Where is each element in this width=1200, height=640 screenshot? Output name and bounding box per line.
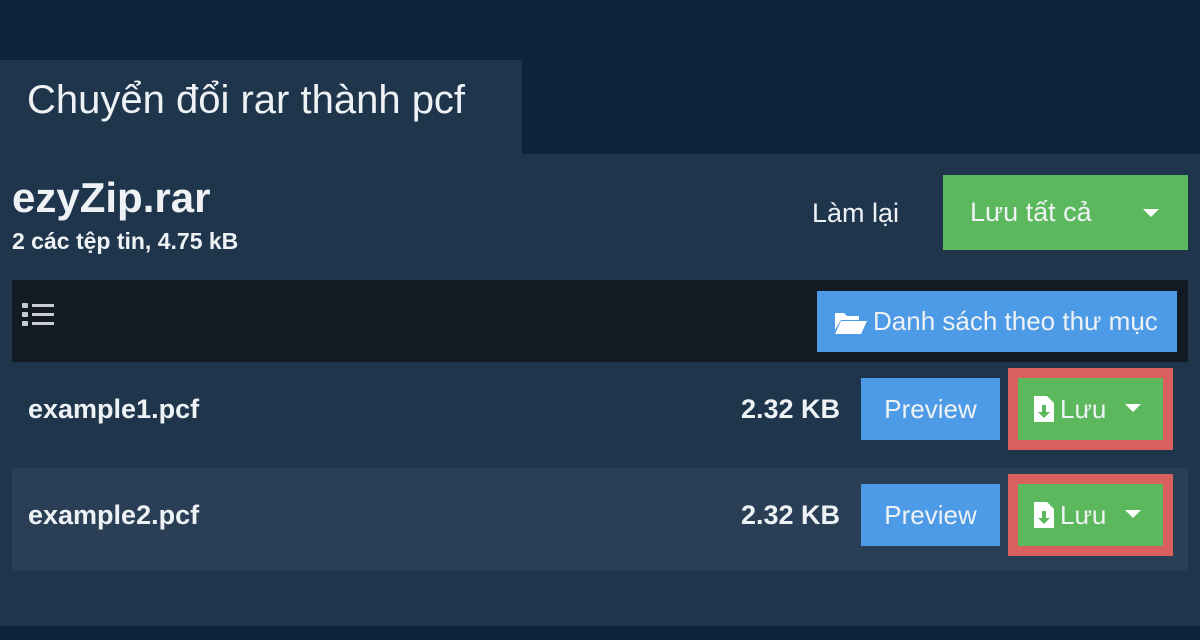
file-name: example1.pcf bbox=[28, 394, 200, 424]
page-title: Chuyển đổi rar thành pcf bbox=[27, 78, 466, 122]
file-toolbar: Danh sách theo thư mục bbox=[12, 280, 1188, 362]
file-row: example2.pcf 2.32 KB Preview Lưu bbox=[12, 468, 1188, 571]
file-size: 2.32 KB bbox=[740, 394, 840, 424]
save-all-button[interactable]: Lưu tất cả bbox=[943, 175, 1188, 250]
file-name: example2.pcf bbox=[28, 500, 200, 530]
chevron-down-icon[interactable] bbox=[1125, 404, 1141, 412]
chevron-down-icon[interactable] bbox=[1125, 510, 1141, 518]
archive-panel: ezyZip.rar 2 các tệp tin, 4.75 kB Làm lạ… bbox=[0, 154, 1200, 626]
file-row: example1.pcf 2.32 KB Preview Lưu bbox=[12, 362, 1188, 465]
archive-name: ezyZip.rar bbox=[12, 174, 211, 221]
page-footer-strip bbox=[0, 626, 1200, 640]
preview-button[interactable]: Preview bbox=[861, 378, 1000, 440]
save-highlight: Lưu bbox=[1008, 474, 1173, 556]
folder-view-button[interactable]: Danh sách theo thư mục bbox=[817, 291, 1177, 352]
save-label: Lưu bbox=[1060, 393, 1107, 424]
save-button[interactable]: Lưu bbox=[1018, 484, 1163, 546]
archive-info: 2 các tệp tin, 4.75 kB bbox=[12, 228, 239, 254]
save-highlight: Lưu bbox=[1008, 368, 1173, 450]
file-download-icon bbox=[1034, 396, 1054, 422]
folder-open-icon bbox=[835, 312, 867, 334]
folder-view-label: Danh sách theo thư mục bbox=[873, 306, 1158, 336]
preview-button[interactable]: Preview bbox=[861, 484, 1000, 546]
file-size: 2.32 KB bbox=[740, 500, 840, 530]
redo-button[interactable]: Làm lại bbox=[812, 198, 900, 228]
file-download-icon bbox=[1034, 502, 1054, 528]
save-label: Lưu bbox=[1060, 499, 1107, 530]
save-button[interactable]: Lưu bbox=[1018, 378, 1163, 440]
chevron-down-icon[interactable] bbox=[1143, 209, 1159, 217]
list-icon[interactable] bbox=[22, 302, 56, 328]
save-all-label: Lưu tất cả bbox=[970, 197, 1092, 227]
page-title-tab: Chuyển đổi rar thành pcf bbox=[0, 60, 522, 154]
